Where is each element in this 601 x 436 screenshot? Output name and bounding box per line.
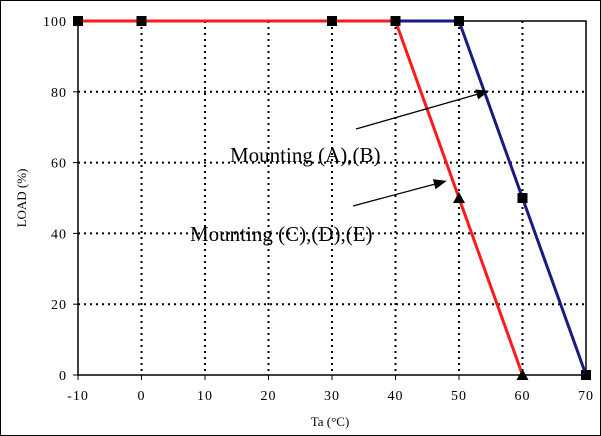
y-axis-title: LOAD (%) — [14, 169, 29, 228]
annotations: Mounting (A),(B) Mounting (C),(D),(E) — [190, 89, 490, 246]
series-line-2 — [78, 19, 524, 376]
grid-lines — [78, 21, 586, 375]
axes — [73, 20, 587, 380]
data-point-square — [581, 370, 591, 380]
x-tick-label: -10 — [67, 389, 89, 404]
data-point-square — [517, 193, 528, 203]
annotation-arrow-2 — [352, 179, 447, 207]
y-tick-label: 60 — [51, 157, 67, 172]
y-tick-label: 20 — [51, 298, 67, 313]
data-point-square — [390, 16, 401, 26]
data-point-triangle — [516, 369, 529, 380]
x-tick-label: 40 — [388, 389, 404, 404]
annotation-label-2: Mounting (C),(D),(E) — [190, 222, 373, 246]
x-tick-label: 10 — [197, 389, 213, 404]
x-tick-label: 20 — [261, 389, 277, 404]
y-tick-label: 80 — [51, 86, 67, 101]
annotation-label-1: Mounting (A),(B) — [230, 143, 381, 167]
x-tick-label: 0 — [138, 389, 146, 404]
y-tick-label: 40 — [51, 227, 67, 242]
data-point-square — [73, 16, 83, 26]
y-tick-label: 0 — [59, 369, 67, 384]
x-tick-label: 70 — [578, 389, 594, 404]
data-point-square — [136, 16, 147, 26]
annotation-arrow-1 — [355, 89, 490, 130]
data-point-square — [327, 16, 337, 26]
x-tick-label: 30 — [324, 389, 340, 404]
x-tick-label: 60 — [515, 389, 531, 404]
data-point-square — [454, 16, 464, 26]
data-markers — [73, 16, 591, 380]
data-point-triangle — [453, 192, 465, 203]
x-axis-title: Ta (°C) — [311, 414, 350, 429]
x-tick-label: 50 — [451, 389, 467, 404]
y-tick-label: 100 — [43, 15, 67, 30]
